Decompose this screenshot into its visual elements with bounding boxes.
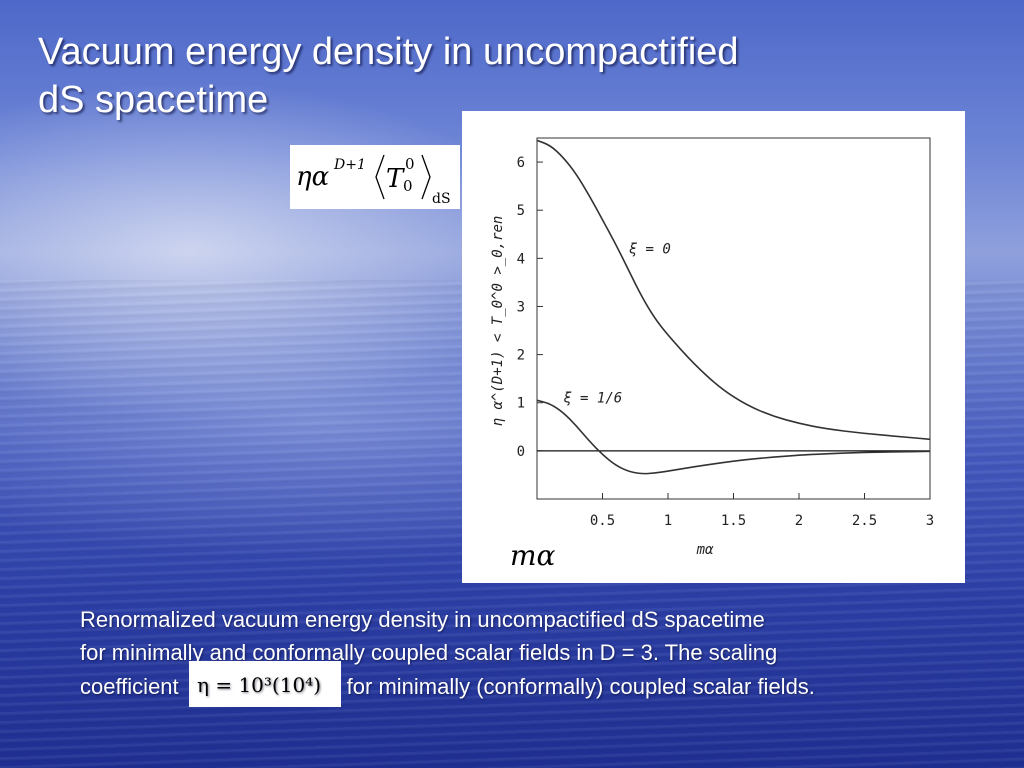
x-axis-label: mα (696, 542, 714, 558)
caption-line-2: for minimally and conformally coupled sc… (80, 640, 778, 665)
formula-subscript: dS (432, 191, 451, 207)
ma-label: mα (510, 539, 556, 572)
energy-density-formula: ηα D+1 T 0 0 dS (290, 145, 460, 209)
plot-frame (536, 137, 931, 500)
caption-line-1: Renormalized vacuum energy density in un… (80, 607, 765, 632)
eta-formula: η = 10³(10⁴) (197, 673, 321, 697)
slide-title: Vacuum energy density in uncompactified … (38, 28, 938, 124)
caption-line-3: coefficient η = 10³(10⁴) for minimally (co… (80, 661, 1000, 707)
y-tick-label: 3 (517, 299, 525, 315)
title-line-2: dS spacetime (38, 79, 269, 121)
y-tick-label: 1 (517, 396, 525, 412)
x-tick-label: 2 (795, 513, 803, 529)
y-tick-label: 0 (517, 444, 525, 460)
eta-formula-box: η = 10³(10⁴) (188, 661, 341, 707)
formula-T-sub: 0 (403, 177, 413, 195)
x-tick-label: 1.5 (721, 513, 746, 529)
formula-exponent: D+1 (333, 157, 366, 173)
energy-density-chart: 0 1 2 3 4 5 6 0.5 1 1.5 2 2.5 3 ξ = 0 ξ = 1/6 mα η … (462, 111, 965, 583)
x-tick-label: 3 (926, 513, 934, 529)
x-ticks: 0.5 1 1.5 2 2.5 3 (590, 493, 934, 529)
caption-coefficient-tail: for minimally (conformally) coupled scal… (346, 673, 815, 699)
x-tick-label: 0.5 (590, 513, 615, 529)
x-tick-label: 1 (664, 513, 672, 529)
series-line-1 (536, 399, 931, 475)
annotation-xi-1-6: ξ = 1/6 (563, 391, 622, 407)
figure-caption: Renormalized vacuum energy density in un… (80, 603, 1000, 707)
series-line-0 (536, 139, 931, 441)
y-tick-label: 4 (517, 251, 525, 267)
y-tick-label: 5 (517, 203, 525, 219)
y-tick-label: 2 (517, 348, 525, 364)
ma-label-box: mα (504, 536, 572, 574)
y-ticks: 0 1 2 3 4 5 6 (517, 155, 543, 460)
title-line-1: Vacuum energy density in uncompactified (38, 31, 739, 73)
y-tick-label: 6 (517, 155, 525, 171)
y-axis-label: η α^(D+1) < T_0^0 >_0,ren (490, 216, 506, 427)
annotation-xi-0: ξ = 0 (629, 242, 671, 258)
x-tick-label: 2.5 (852, 513, 877, 529)
series-group (536, 139, 931, 475)
chart-svg: 0 1 2 3 4 5 6 0.5 1 1.5 2 2.5 3 ξ = 0 ξ = 1/6 mα η … (490, 137, 934, 558)
formula-T-sup: 0 (405, 155, 415, 173)
caption-coefficient-text: coefficient (80, 673, 179, 699)
formula-prefix: ηα (296, 162, 330, 192)
formula-T: T (386, 164, 405, 194)
